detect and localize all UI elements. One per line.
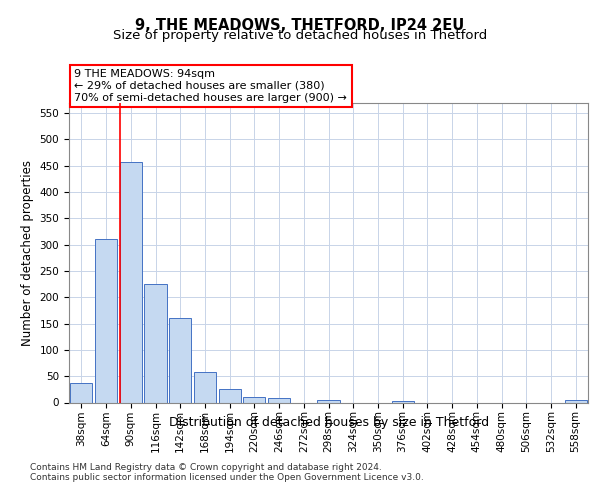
Bar <box>565 400 587 402</box>
Text: 9 THE MEADOWS: 94sqm
← 29% of detached houses are smaller (380)
70% of semi-deta: 9 THE MEADOWS: 94sqm ← 29% of detached h… <box>74 70 347 102</box>
Bar <box>243 396 265 402</box>
Y-axis label: Number of detached properties: Number of detached properties <box>21 160 34 346</box>
Bar <box>95 240 117 402</box>
Bar <box>268 398 290 402</box>
Bar <box>218 390 241 402</box>
Text: 9, THE MEADOWS, THETFORD, IP24 2EU: 9, THE MEADOWS, THETFORD, IP24 2EU <box>136 18 464 32</box>
Bar <box>317 400 340 402</box>
Bar <box>392 401 414 402</box>
Text: Distribution of detached houses by size in Thetford: Distribution of detached houses by size … <box>169 416 489 429</box>
Bar <box>145 284 167 403</box>
Bar <box>70 382 92 402</box>
Text: Contains HM Land Registry data © Crown copyright and database right 2024.
Contai: Contains HM Land Registry data © Crown c… <box>30 462 424 482</box>
Bar <box>169 318 191 402</box>
Bar <box>119 162 142 402</box>
Text: Size of property relative to detached houses in Thetford: Size of property relative to detached ho… <box>113 29 487 42</box>
Bar <box>194 372 216 402</box>
